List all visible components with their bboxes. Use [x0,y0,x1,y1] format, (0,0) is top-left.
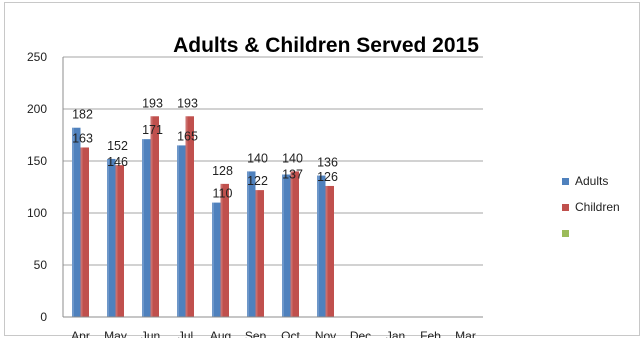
y-tick-label-200: 200 [27,102,47,116]
data-label-sep-lower: 122 [247,174,268,188]
x-tick-label-jul: Jul [178,329,193,338]
x-tick-label-jan: Jan [386,329,405,338]
bar-children-aug [220,183,229,317]
x-tick-label-jun: Jun [141,329,160,338]
legend-label-adults: Adults [575,174,609,188]
bar-adults-nov [317,175,326,317]
bar-adults-may [107,158,116,317]
y-tick-label-250: 250 [27,50,47,64]
data-label-aug-upper: 128 [212,164,233,178]
bar-children-sep [255,190,264,317]
x-axis: Apr May Jun Jul Aug Sep Oct Nov Dec Jan Feb Mar [63,316,483,338]
data-label-jun-lower: 171 [142,123,163,137]
y-tick-label-100: 100 [27,206,47,220]
x-tick-label-may: May [104,329,127,338]
x-tick-label-feb: Feb [420,329,441,338]
x-tick-label-oct: Oct [281,329,300,338]
bar-children-jun [150,116,159,317]
bar-highlight [325,185,328,317]
data-label-may-upper: 152 [107,139,128,153]
chart-frame [4,2,640,336]
data-label-jul-lower: 165 [177,129,198,143]
bar-children-nov [325,185,334,317]
y-tick-label-50: 50 [34,258,48,272]
data-label-nov-lower: 126 [317,170,338,184]
bar-highlight [290,171,293,317]
bar-adults-apr [72,127,81,317]
bar-adults-sep [247,171,256,317]
data-label-oct-upper: 140 [282,151,303,165]
x-tick-label-nov: Nov [315,329,336,338]
bar-highlight [80,147,83,317]
bar-highlight [107,158,109,317]
data-label-jun-upper: 193 [142,96,163,110]
x-tick-label-apr: Apr [71,329,90,338]
bar-children-jul [185,116,194,317]
bar-highlight [150,116,153,317]
bar-adults-oct [282,174,291,317]
bar-adults-jun [142,139,151,317]
bar-highlight [255,190,258,317]
data-label-apr-lower: 163 [72,131,93,145]
bar-children-apr [80,147,89,317]
data-label-nov-upper: 136 [317,156,338,170]
data-label-sep-upper: 140 [247,151,268,165]
legend-swatch-children [562,203,569,211]
bar-highlight [220,183,223,317]
bar-highlight [142,139,144,317]
x-tick-label-aug: Aug [210,329,231,338]
legend: Adults Children [562,168,620,246]
gridlines [63,56,483,318]
data-label-jul-upper: 193 [177,96,198,110]
chart-title: Adults & Children Served 2015 [173,34,479,57]
data-label-oct-lower: 137 [282,167,303,181]
y-tick-label-150: 150 [27,154,47,168]
bar-highlight [177,145,179,317]
bar-highlight [185,116,188,317]
data-labels: 182 163 152 146 193 171 193 165 128 110 140 122 140 1… [72,96,338,200]
bar-adults-jul [177,145,186,317]
data-label-apr-upper: 182 [72,108,93,122]
bar-highlight [317,175,319,317]
x-tick-label-mar: Mar [455,329,476,338]
bar-highlight [282,174,284,317]
bars [72,116,334,317]
bar-highlight [115,165,118,317]
y-axis: 0 50 100 150 200 250 [27,50,64,324]
data-label-aug-lower: 110 [213,187,233,201]
bar-children-may [115,165,124,317]
bar-highlight [247,171,249,317]
bar-children-oct [290,171,299,317]
legend-swatch-empty-series [562,229,569,237]
legend-swatch-adults [562,177,569,185]
x-tick-label-dec: Dec [350,329,371,338]
bar-highlight [72,127,74,317]
bar-highlight [212,202,214,317]
legend-item-adults: Adults [562,168,620,194]
legend-item-empty-series [562,220,620,246]
bar-adults-aug [212,202,221,317]
data-label-may-lower: 146 [107,155,128,169]
legend-label-children: Children [575,200,620,214]
x-tick-label-sep: Sep [245,329,267,338]
legend-item-children: Children [562,194,620,220]
y-tick-label-0: 0 [40,310,47,324]
